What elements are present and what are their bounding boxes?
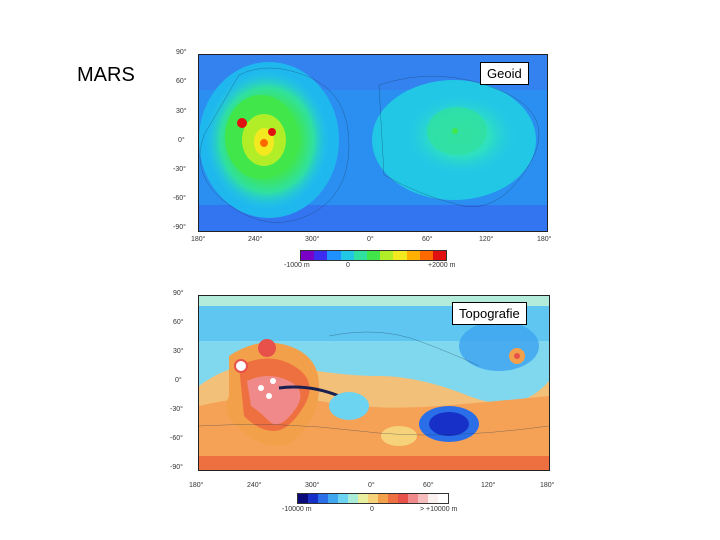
geoid-colorbar-swatch bbox=[340, 251, 354, 260]
geoid-colorbar-swatch bbox=[419, 251, 433, 260]
topography-colorbar-swatch bbox=[318, 494, 328, 503]
geoid-colorbar-swatch bbox=[366, 251, 381, 260]
topography-colorbar-swatch bbox=[438, 494, 448, 503]
topography-lon-tick: 60° bbox=[423, 482, 434, 489]
geoid-colorbar-swatch bbox=[301, 251, 315, 260]
topography-lon-tick: 300° bbox=[305, 482, 320, 489]
topography-label: Topografie bbox=[452, 302, 527, 325]
geoid-lat-tick: -30° bbox=[173, 166, 186, 173]
geoid-lat-tick: -60° bbox=[173, 195, 186, 202]
geoid-lat-tick: 30° bbox=[176, 108, 187, 115]
topography-colorbar-swatch bbox=[378, 494, 388, 503]
topography-lat-tick: 0° bbox=[175, 377, 182, 384]
topography-lon-tick: 120° bbox=[481, 482, 496, 489]
geoid-lat-tick: 60° bbox=[176, 78, 187, 85]
geoid-colorbar-min-label: -1000 m bbox=[284, 262, 310, 269]
geoid-map bbox=[198, 54, 548, 232]
geoid-colorbar-max-label: +2000 m bbox=[428, 262, 456, 269]
topography-colorbar-mid-label: 0 bbox=[370, 506, 374, 513]
geoid-colorbar-swatch bbox=[432, 251, 447, 260]
topography-lon-tick: 180° bbox=[189, 482, 204, 489]
topography-colorbar-swatch bbox=[398, 494, 408, 503]
geoid-colorbar-swatch bbox=[314, 251, 328, 260]
topography-colorbar-swatch bbox=[298, 494, 308, 503]
topography-colorbar-min-label: -10000 m bbox=[282, 506, 312, 513]
geoid-map-image bbox=[199, 55, 547, 231]
geoid-lon-tick: 240° bbox=[248, 236, 263, 243]
topography-lat-tick: -60° bbox=[170, 435, 183, 442]
topography-lat-tick: -90° bbox=[170, 464, 183, 471]
topography-colorbar-swatch bbox=[308, 494, 318, 503]
topography-colorbar-swatch bbox=[328, 494, 338, 503]
topography-lat-tick: 60° bbox=[173, 319, 184, 326]
topography-colorbar bbox=[297, 493, 449, 504]
topography-colorbar-swatch bbox=[368, 494, 378, 503]
geoid-lon-tick: 60° bbox=[422, 236, 433, 243]
topography-map-image bbox=[199, 296, 549, 470]
geoid-colorbar bbox=[300, 250, 447, 261]
topography-lon-tick: 180° bbox=[540, 482, 555, 489]
slide-title: MARS bbox=[77, 64, 135, 86]
topography-colorbar-max-label: > +10000 m bbox=[420, 506, 458, 513]
topography-colorbar-swatch bbox=[348, 494, 358, 503]
geoid-label: Geoid bbox=[480, 62, 529, 85]
geoid-colorbar-swatch bbox=[380, 251, 394, 260]
topography-lat-tick: 90° bbox=[173, 290, 184, 297]
topography-colorbar-swatch bbox=[388, 494, 398, 503]
geoid-colorbar-swatch bbox=[406, 251, 420, 260]
topography-lat-tick: 30° bbox=[173, 348, 184, 355]
geoid-lat-tick: -90° bbox=[173, 224, 186, 231]
geoid-lon-tick: 180° bbox=[537, 236, 552, 243]
geoid-lon-tick: 0° bbox=[367, 236, 374, 243]
geoid-colorbar-swatch bbox=[327, 251, 341, 260]
topography-colorbar-swatch bbox=[428, 494, 438, 503]
geoid-colorbar-mid-label: 0 bbox=[346, 262, 350, 269]
topography-colorbar-swatch bbox=[418, 494, 428, 503]
topography-colorbar-swatch bbox=[338, 494, 348, 503]
geoid-lon-tick: 120° bbox=[479, 236, 494, 243]
topography-lon-tick: 0° bbox=[368, 482, 375, 489]
geoid-lat-tick: 0° bbox=[178, 137, 185, 144]
topography-colorbar-swatch bbox=[408, 494, 418, 503]
geoid-colorbar-swatch bbox=[353, 251, 367, 260]
topography-colorbar-swatch bbox=[358, 494, 368, 503]
geoid-lon-tick: 180° bbox=[191, 236, 206, 243]
topography-map bbox=[198, 295, 550, 471]
geoid-lat-tick: 90° bbox=[176, 49, 187, 56]
geoid-lon-tick: 300° bbox=[305, 236, 320, 243]
topography-lon-tick: 240° bbox=[247, 482, 262, 489]
geoid-colorbar-swatch bbox=[393, 251, 407, 260]
topography-lat-tick: -30° bbox=[170, 406, 183, 413]
